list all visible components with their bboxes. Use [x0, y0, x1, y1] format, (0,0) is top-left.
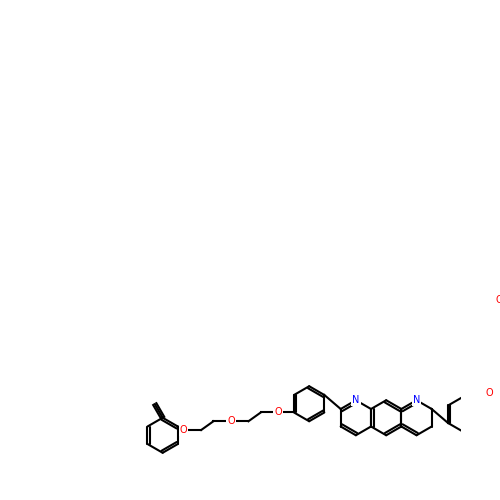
Text: O: O	[274, 408, 282, 418]
Text: N: N	[352, 395, 360, 405]
Text: O: O	[496, 296, 500, 306]
Text: O: O	[180, 425, 188, 435]
Text: O: O	[485, 388, 492, 398]
Text: N: N	[413, 395, 420, 405]
Text: O: O	[227, 416, 235, 426]
